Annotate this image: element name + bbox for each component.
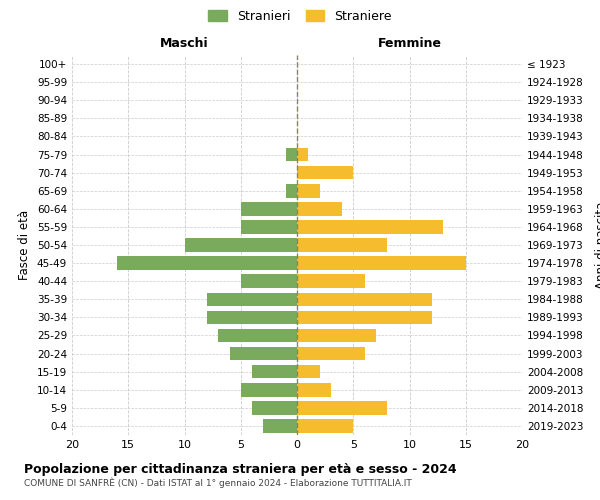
- Bar: [185, 238, 297, 252]
- Bar: [117, 256, 297, 270]
- Bar: [297, 310, 432, 324]
- Bar: [252, 401, 297, 414]
- Bar: [207, 292, 297, 306]
- Bar: [286, 184, 297, 198]
- Text: COMUNE DI SANFRÈ (CN) - Dati ISTAT al 1° gennaio 2024 - Elaborazione TUTTITALIA.: COMUNE DI SANFRÈ (CN) - Dati ISTAT al 1°…: [24, 478, 412, 488]
- Bar: [297, 220, 443, 234]
- Text: Popolazione per cittadinanza straniera per età e sesso - 2024: Popolazione per cittadinanza straniera p…: [24, 462, 457, 475]
- Bar: [297, 401, 387, 414]
- Bar: [297, 274, 365, 288]
- Bar: [297, 184, 320, 198]
- Bar: [297, 383, 331, 396]
- Bar: [229, 347, 297, 360]
- Bar: [207, 310, 297, 324]
- Bar: [297, 238, 387, 252]
- Bar: [241, 383, 297, 396]
- Bar: [241, 202, 297, 215]
- Bar: [297, 292, 432, 306]
- Y-axis label: Fasce di età: Fasce di età: [19, 210, 31, 280]
- Bar: [297, 148, 308, 162]
- Bar: [263, 419, 297, 432]
- Legend: Stranieri, Straniere: Stranieri, Straniere: [205, 6, 395, 26]
- Bar: [297, 347, 365, 360]
- Bar: [297, 256, 466, 270]
- Bar: [297, 365, 320, 378]
- Bar: [297, 202, 342, 215]
- Bar: [218, 328, 297, 342]
- Bar: [286, 148, 297, 162]
- Bar: [297, 419, 353, 432]
- Bar: [297, 328, 376, 342]
- Bar: [297, 166, 353, 179]
- Bar: [252, 365, 297, 378]
- Y-axis label: Anni di nascita: Anni di nascita: [595, 202, 600, 288]
- Bar: [241, 274, 297, 288]
- Bar: [241, 220, 297, 234]
